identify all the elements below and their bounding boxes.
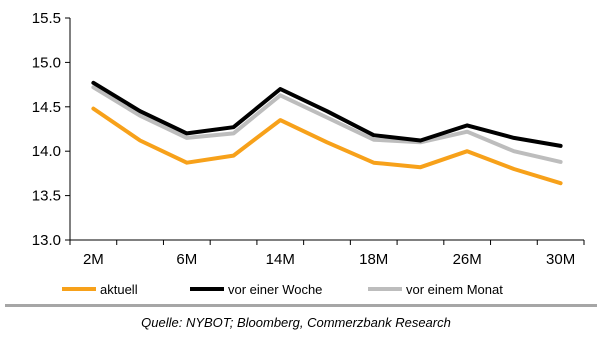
y-tick-label: 15.0 bbox=[32, 54, 61, 71]
legend-label-1: aktuell bbox=[100, 282, 138, 297]
series-line-1 bbox=[91, 106, 563, 186]
x-tick-label: 18M bbox=[359, 251, 388, 268]
x-tick-label: 30M bbox=[546, 251, 575, 268]
legend-label-3: vor einem Monat bbox=[406, 282, 503, 297]
y-tick-label: 14.0 bbox=[32, 143, 61, 160]
legend: aktuell vor einer Woche vor einem Monat bbox=[62, 282, 503, 297]
y-axis-ticks: 13.0 13.5 14.0 14.5 15.0 15.5 bbox=[32, 10, 70, 249]
x-tick-label: 6M bbox=[176, 251, 197, 268]
series-line-3 bbox=[91, 85, 563, 164]
x-axis-ticks: 2M 6M 14M 18M 26M 30M bbox=[69, 240, 585, 268]
x-tick-label: 26M bbox=[453, 251, 482, 268]
x-tick-label: 2M bbox=[83, 251, 104, 268]
series-line-2 bbox=[91, 80, 563, 148]
x-tick-label: 14M bbox=[266, 251, 295, 268]
y-tick-label: 15.5 bbox=[32, 10, 61, 27]
axes bbox=[69, 18, 584, 241]
source-note: Quelle: NYBOT; Bloomberg, Commerzbank Re… bbox=[141, 315, 451, 330]
series-lines bbox=[91, 80, 563, 186]
y-tick-label: 14.5 bbox=[32, 99, 61, 116]
source-divider bbox=[5, 304, 597, 307]
y-tick-label: 13.5 bbox=[32, 188, 61, 205]
legend-label-2: vor einer Woche bbox=[228, 282, 322, 297]
y-tick-label: 13.0 bbox=[32, 232, 61, 249]
